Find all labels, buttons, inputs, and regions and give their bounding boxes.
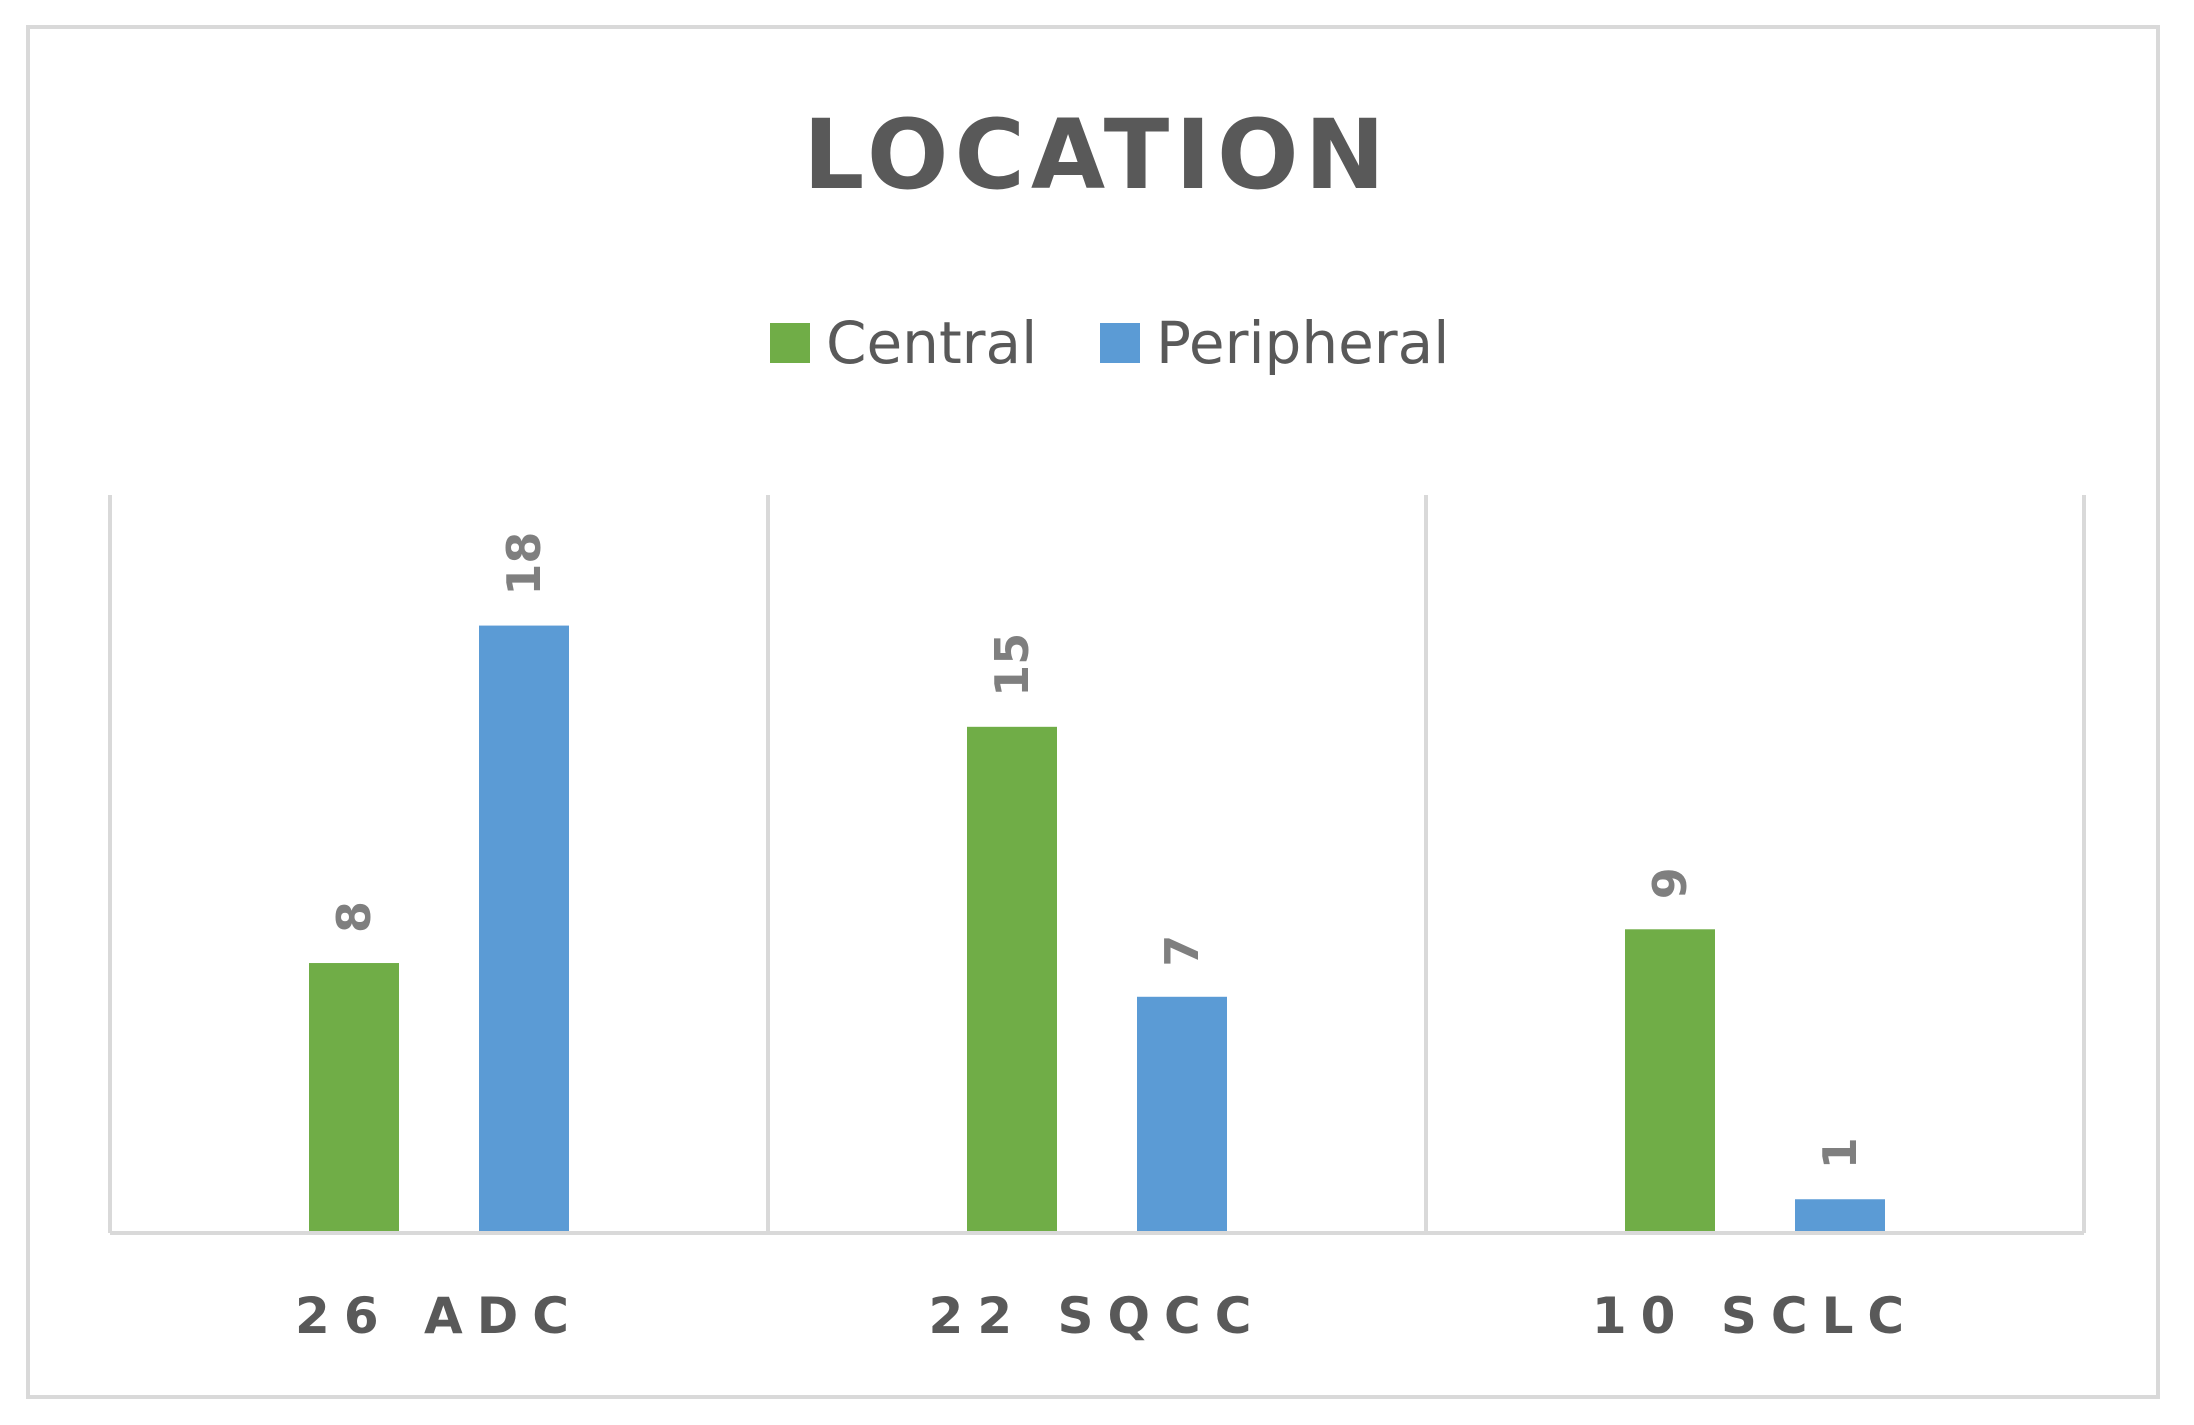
bar-peripheral-0 [479, 625, 569, 1233]
data-label-peripheral-1: 7 [1155, 935, 1209, 967]
legend-label-peripheral: Peripheral [1156, 309, 1449, 377]
legend: Central Peripheral [770, 309, 1449, 377]
legend-swatch-central [770, 323, 810, 363]
plot-area: 8 18 26 ADC 15 7 22 SQCC 9 1 10 SCLC [108, 495, 2086, 1345]
bar-central-2 [1625, 929, 1715, 1233]
category-label: 22 SQCC [929, 1287, 1266, 1345]
data-label-central-1: 15 [985, 633, 1039, 697]
category-label: 26 ADC [295, 1287, 583, 1345]
bar-peripheral-2 [1795, 1199, 1885, 1233]
legend-label-central: Central [826, 309, 1037, 377]
bar-peripheral-1 [1137, 996, 1227, 1233]
data-label-central-0: 8 [327, 901, 381, 933]
chart-title: LOCATION [803, 99, 1391, 211]
data-label-peripheral-2: 1 [1813, 1137, 1867, 1169]
bar-central-0 [309, 963, 399, 1233]
data-label-peripheral-0: 18 [497, 532, 551, 596]
data-label-central-2: 9 [1643, 867, 1697, 899]
legend-swatch-peripheral [1100, 323, 1140, 363]
bar-central-1 [967, 726, 1057, 1233]
category-label: 10 SCLC [1592, 1287, 1918, 1345]
